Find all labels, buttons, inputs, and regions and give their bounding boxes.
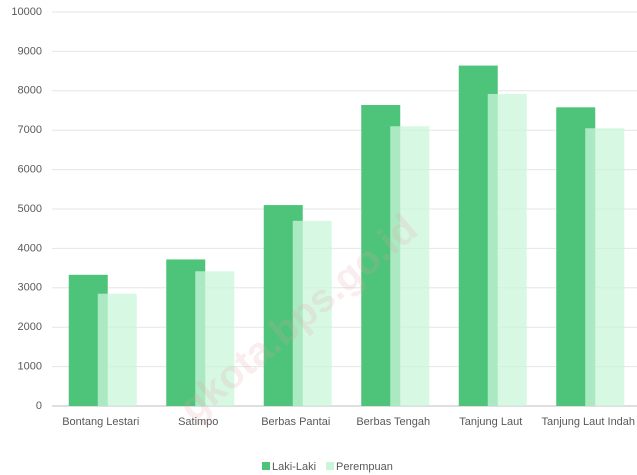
y-tick-label: 4000: [18, 242, 42, 254]
x-tick-label: Tanjung Laut Indah: [541, 416, 636, 428]
y-tick-label: 7000: [18, 124, 42, 136]
y-tick-label: 0: [36, 400, 42, 412]
legend-label: Laki-Laki: [272, 461, 316, 473]
x-tick-label: Berbas Pantai: [261, 416, 331, 428]
y-tick-label: 10000: [11, 6, 42, 18]
x-tick-label: Berbas Tengah: [356, 416, 431, 428]
y-tick-label: 5000: [18, 203, 42, 215]
bar: [390, 126, 430, 406]
bar: [292, 220, 332, 406]
legend-swatch: [326, 462, 335, 470]
y-tick-label: 2000: [18, 321, 42, 333]
x-tick-label: Tanjung Laut: [459, 416, 523, 428]
x-tick-label: Bontang Lestari: [62, 416, 140, 428]
y-tick-label: 6000: [18, 164, 42, 176]
y-tick-label: 1000: [18, 361, 42, 373]
y-tick-label: 3000: [18, 282, 42, 294]
bar: [195, 271, 235, 406]
bar: [97, 293, 137, 406]
bar: [585, 128, 625, 407]
bar: [487, 93, 527, 407]
legend-label: Perempuan: [336, 461, 393, 473]
y-tick-label: 8000: [18, 85, 42, 97]
legend-swatch: [262, 462, 270, 470]
x-tick-label: Satimpo: [178, 416, 219, 428]
y-tick-label: 9000: [18, 45, 42, 57]
